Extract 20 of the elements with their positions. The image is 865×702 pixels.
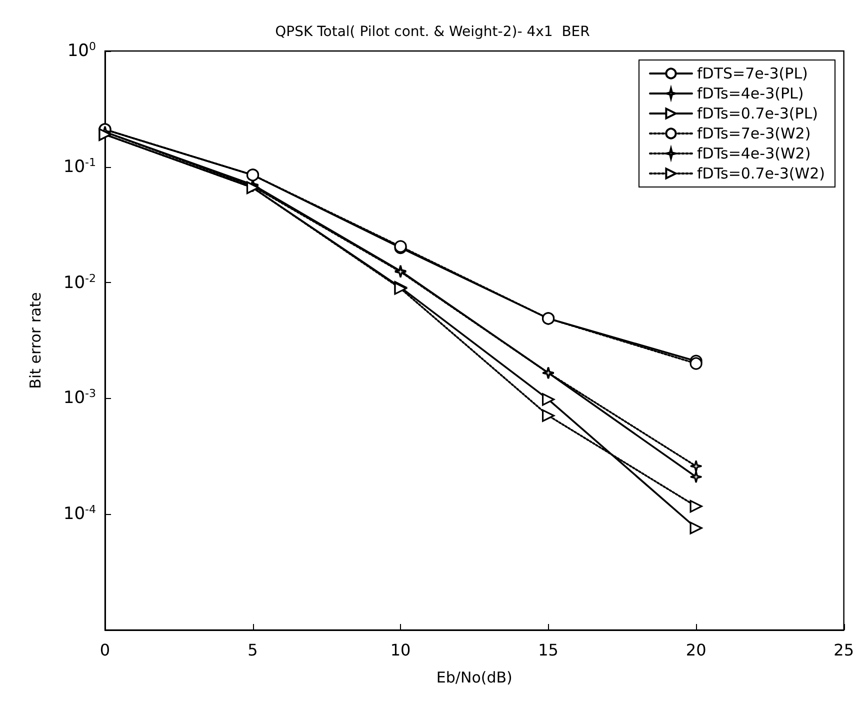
x-tick-label: 20 — [686, 640, 706, 660]
y-axis-title: Bit error rate — [26, 292, 44, 389]
x-tick-label: 0 — [100, 640, 110, 660]
x-tick-label: 25 — [834, 640, 854, 660]
legend-label: fDTs=0.7e-3(W2) — [696, 164, 826, 182]
y-tick-label: 10$^{0}$ — [67, 40, 96, 62]
legend-label: fDTs=0.7e-3(PL) — [696, 104, 818, 122]
x-tick-label: 5 — [248, 640, 258, 660]
legend-label: fDTs=4e-3(W2) — [696, 144, 811, 162]
x-tick-label: 10 — [390, 640, 411, 660]
chart-title: QPSK Total( Pilot cont. & Weight-2)- 4x1 BER — [275, 24, 590, 40]
legend-label: fDTs=7e-3(W2) — [696, 124, 811, 142]
y-tick-label: 10$^{-1}$ — [63, 156, 96, 178]
legend-label: fDTs=4e-3(PL) — [696, 84, 804, 102]
x-tick-label: 15 — [538, 640, 558, 660]
y-tick-label: 10$^{-2}$ — [63, 272, 96, 294]
y-tick-label: 10$^{-4}$ — [63, 503, 96, 526]
y-tick-label: 10$^{-3}$ — [63, 387, 96, 410]
legend-label: fDTS=7e-3(PL) — [696, 64, 808, 82]
x-axis-title: Eb/No(dB) — [436, 668, 512, 686]
